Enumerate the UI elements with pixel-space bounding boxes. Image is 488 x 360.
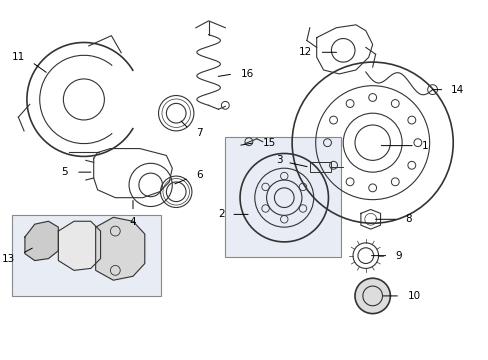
Text: 10: 10 — [407, 291, 420, 301]
Text: 6: 6 — [196, 170, 202, 180]
Text: 9: 9 — [394, 251, 401, 261]
Text: 4: 4 — [129, 217, 136, 227]
Text: 3: 3 — [275, 156, 282, 165]
Text: 1: 1 — [421, 141, 427, 150]
Text: 14: 14 — [450, 85, 464, 95]
Circle shape — [354, 278, 389, 314]
Text: 11: 11 — [12, 52, 25, 62]
FancyBboxPatch shape — [225, 137, 341, 257]
Polygon shape — [96, 217, 144, 280]
Bar — [309, 162, 331, 172]
Polygon shape — [58, 221, 101, 270]
Text: 13: 13 — [2, 253, 15, 264]
Text: 8: 8 — [404, 214, 411, 224]
Text: 5: 5 — [61, 167, 68, 177]
Text: 16: 16 — [241, 69, 254, 79]
Text: 7: 7 — [196, 128, 202, 138]
Polygon shape — [25, 221, 58, 261]
Text: 15: 15 — [262, 138, 275, 148]
Text: 2: 2 — [218, 210, 225, 219]
Text: 12: 12 — [298, 47, 311, 57]
FancyBboxPatch shape — [12, 215, 161, 296]
